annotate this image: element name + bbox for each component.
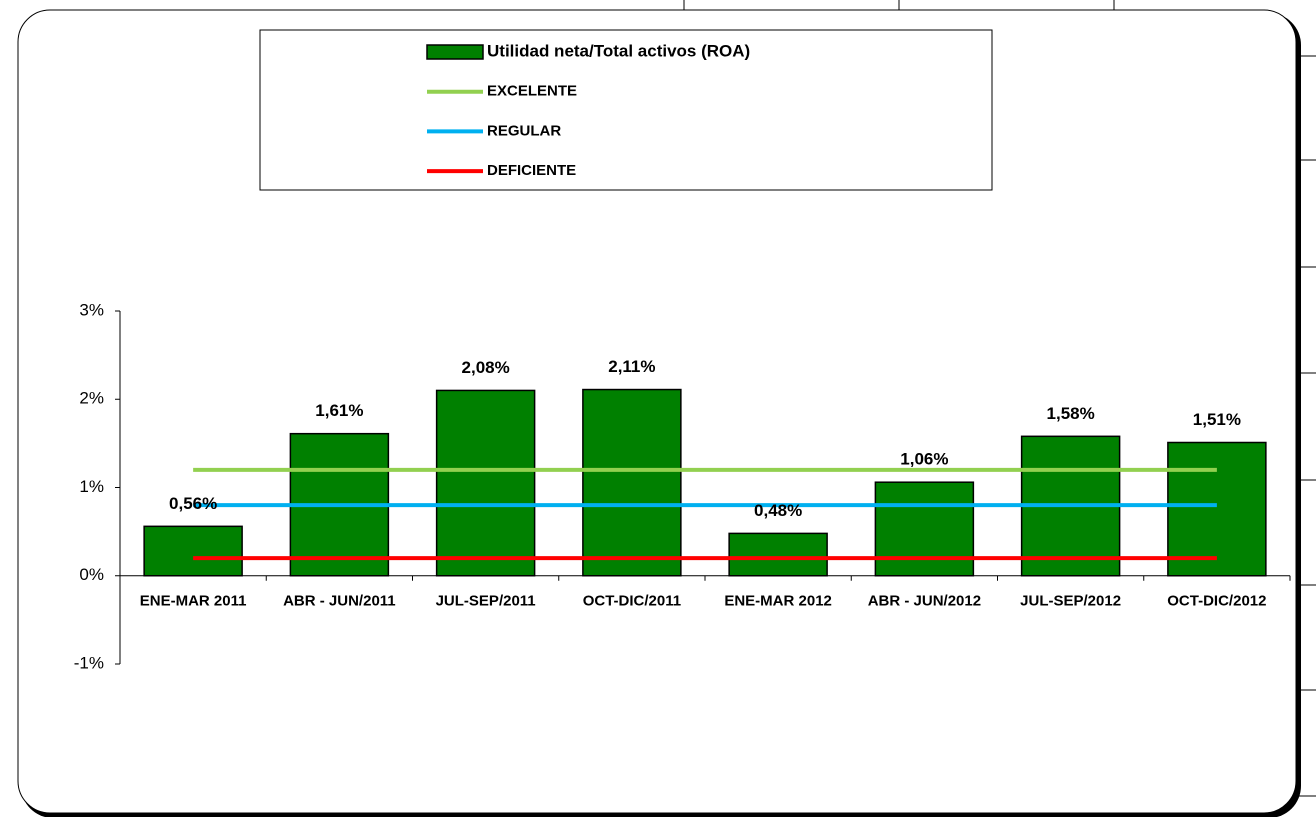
x-tick-label: ABR - JUN/2011 xyxy=(283,593,396,610)
y-tick-label: 2% xyxy=(79,389,104,408)
x-tick-label: OCT-DIC/2012 xyxy=(1167,593,1266,610)
bar xyxy=(874,481,975,577)
legend-swatch xyxy=(426,44,484,60)
y-tick-label: 3% xyxy=(79,300,104,319)
legend-label: EXCELENTE xyxy=(487,83,577,100)
legend-label: DEFICIENTE xyxy=(487,162,576,179)
data-label: 1,51% xyxy=(1193,410,1241,429)
data-label: 0,48% xyxy=(754,501,802,520)
x-tick-label: ENE-MAR 2012 xyxy=(724,593,832,610)
x-tick-label: ENE-MAR 2011 xyxy=(140,593,247,610)
plot-area: -1% 0% 1% 2% 3% ENE-MAR 2011 ABR - JUN/2011 JUL… xyxy=(74,300,1291,672)
bar xyxy=(143,525,243,577)
legend-box xyxy=(259,29,993,191)
x-tick-label: JUL-SEP/2012 xyxy=(1020,593,1121,610)
x-tick-label: JUL-SEP/2011 xyxy=(436,593,536,610)
x-tick-label: OCT-DIC/2011 xyxy=(583,593,681,610)
legend-label: REGULAR xyxy=(487,122,561,139)
y-tick-label: 1% xyxy=(79,477,104,496)
y-tick-label: -1% xyxy=(74,653,104,672)
bar xyxy=(582,388,682,577)
data-label: 1,06% xyxy=(900,450,948,469)
bar xyxy=(435,389,536,577)
x-tick-label: ABR - JUN/2012 xyxy=(868,593,981,610)
data-label: 2,11% xyxy=(608,357,655,376)
bar xyxy=(1167,441,1267,577)
data-label: 1,61% xyxy=(315,401,363,420)
data-label: 2,08% xyxy=(462,358,510,377)
data-label: 1,58% xyxy=(1047,404,1095,423)
data-label: 0,56% xyxy=(169,494,217,513)
bar xyxy=(728,532,828,577)
y-tick-label: 0% xyxy=(79,565,104,584)
legend-label: Utilidad neta/Total activos (ROA) xyxy=(487,41,750,60)
